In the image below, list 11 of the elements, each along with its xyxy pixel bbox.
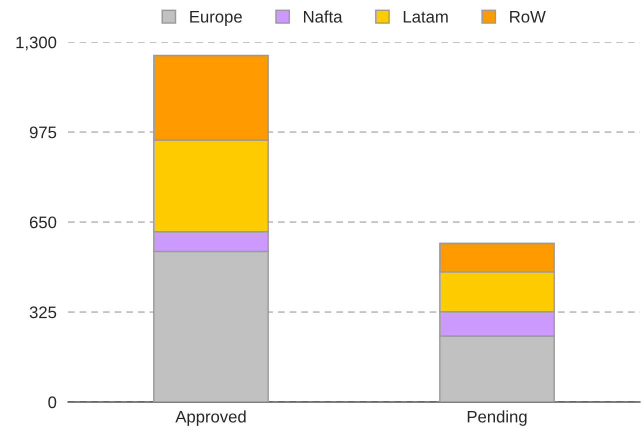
y-tick-label: 650 [30,216,56,228]
legend-label: Nafta [304,10,342,23]
legend-label: Latam [404,11,448,23]
y-tick-label: 1,300 [16,36,56,50]
y-tick-label: 0 [48,396,56,408]
y-tick-label: 325 [30,306,56,318]
x-tick-label: Pending [468,410,527,426]
legend-label: Europe [190,11,242,26]
legend-label: RoW [510,11,546,23]
x-tick-label: Approved [175,410,246,426]
y-tick-label: 975 [30,126,56,138]
